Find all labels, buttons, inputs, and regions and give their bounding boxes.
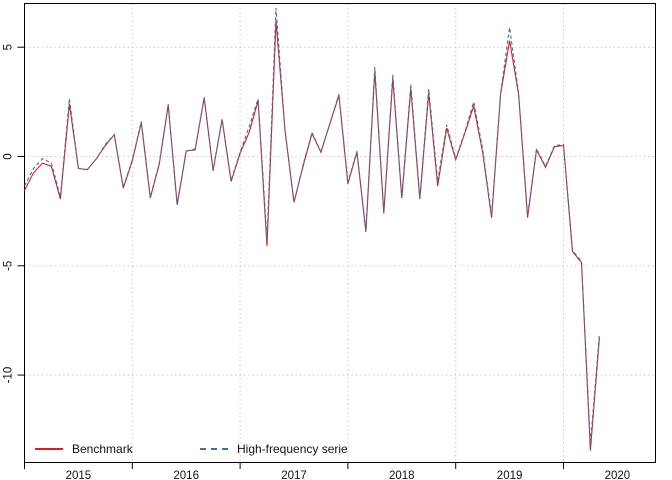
legend-item-benchmark: Benchmark bbox=[35, 442, 133, 456]
x-axis-tick-label: 2016 bbox=[173, 470, 199, 480]
y-axis-tick-label: 5 bbox=[3, 44, 15, 50]
legend-item-high-frequency: High-frequency serie bbox=[200, 442, 348, 456]
high-frequency-series-line bbox=[24, 7, 600, 444]
benchmark-series-line bbox=[24, 20, 600, 451]
y-axis-tick-label: -10 bbox=[3, 367, 15, 384]
x-axis-tick-label: 2020 bbox=[605, 470, 631, 480]
x-axis-tick-label: 2017 bbox=[281, 470, 307, 480]
x-axis-tick-label: 2019 bbox=[497, 470, 523, 480]
y-axis-tick-label: -5 bbox=[3, 261, 15, 271]
x-axis-tick-label: 2015 bbox=[66, 470, 92, 480]
benchmark-line-swatch bbox=[35, 448, 63, 450]
legend-label-high-frequency: High-frequency serie bbox=[237, 442, 348, 456]
high-frequency-line-swatch bbox=[200, 448, 228, 450]
x-axis-tick-label: 2018 bbox=[389, 470, 415, 480]
legend-label-benchmark: Benchmark bbox=[72, 442, 133, 456]
y-axis-tick-label: 0 bbox=[3, 153, 15, 159]
plot-border bbox=[24, 3, 656, 463]
